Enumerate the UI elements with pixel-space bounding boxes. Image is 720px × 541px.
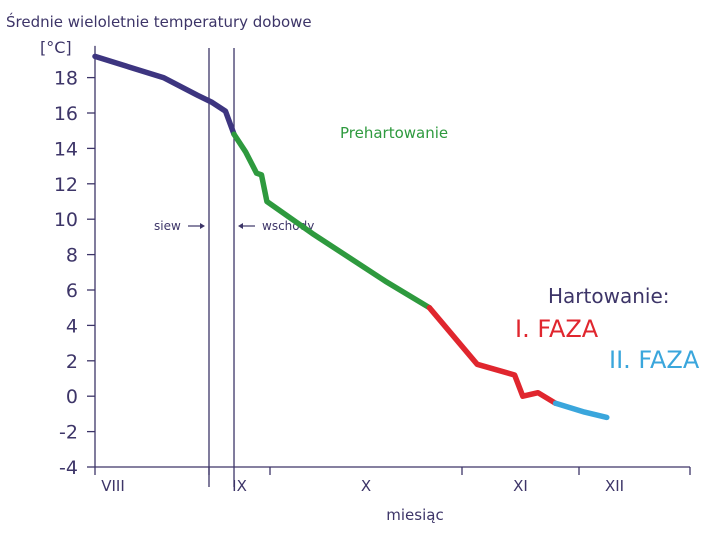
y-axis-label: [°C] [40, 38, 72, 57]
axes [94, 45, 690, 468]
annotation-hardening: Hartowanie: [548, 284, 669, 308]
event-markers: siew wschody [154, 48, 314, 487]
y-tick-label: 12 [54, 174, 78, 196]
y-ticks: -4 -2 0 2 4 6 8 10 12 14 16 18 [54, 68, 95, 479]
month-label: XI [513, 477, 528, 495]
month-label: IX [232, 477, 247, 495]
chart-title: Średnie wieloletnie temperatury dobowe [6, 12, 312, 31]
y-tick-label: -2 [59, 422, 78, 444]
annotation-phase-2: II. FAZA [609, 346, 700, 374]
y-tick-label: 0 [66, 386, 78, 408]
series-line-hardening_1 [426, 304, 559, 407]
series-line-prehardening [231, 131, 433, 311]
y-tick-label: 16 [54, 103, 78, 125]
x-axis-label: miesiąc [386, 506, 443, 524]
month-axis: VIII IX X XI XII [94, 467, 691, 495]
y-tick-label: 8 [66, 245, 78, 267]
y-tick-label: 4 [66, 315, 78, 337]
event-arrowhead [200, 223, 205, 229]
y-tick-label: 18 [54, 68, 78, 90]
y-tick-label: 10 [54, 209, 78, 231]
y-tick-label: 14 [54, 138, 78, 160]
y-tick-label: 6 [66, 280, 78, 302]
temperature-lines [92, 53, 610, 421]
annotation-prehardening: Prehartowanie [340, 124, 448, 142]
event-arrowhead [238, 223, 244, 229]
series-line-hardening_2 [552, 400, 610, 421]
month-label: VIII [101, 477, 125, 495]
y-tick-label: 2 [66, 351, 78, 373]
month-label: X [361, 477, 371, 495]
month-label: XII [605, 477, 624, 495]
event-label-sowing: siew [154, 219, 181, 233]
series-line-default [92, 53, 237, 137]
y-tick-label: -4 [59, 457, 78, 479]
annotation-phase-1: I. FAZA [515, 315, 599, 343]
